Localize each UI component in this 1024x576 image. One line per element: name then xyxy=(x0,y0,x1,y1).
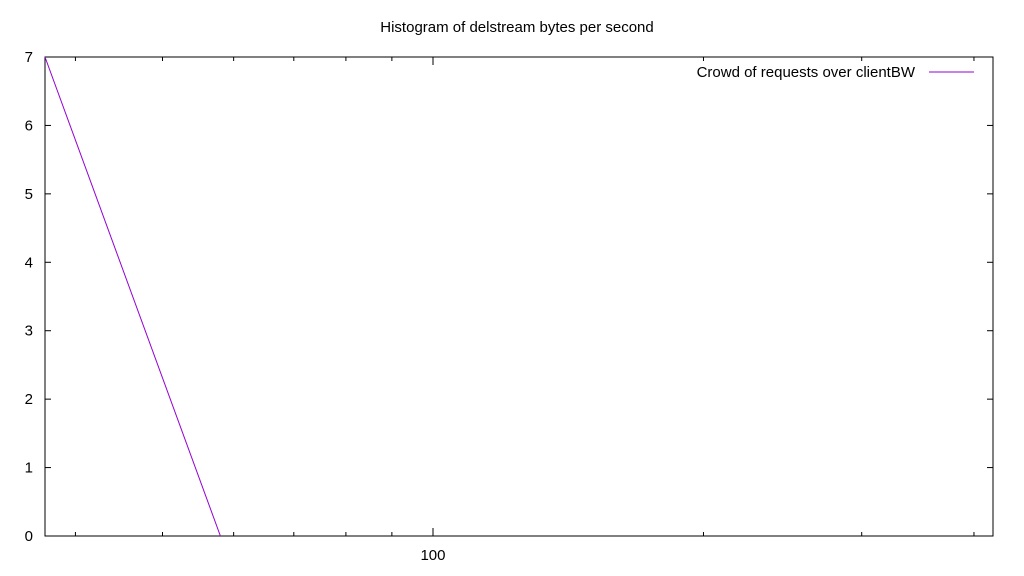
axes: 0 1 2 3 4 5 6 7 100 xyxy=(25,49,994,564)
chart-title: Histogram of delstream bytes per second xyxy=(380,19,653,36)
x-tick-label: 100 xyxy=(420,547,445,564)
y-tick-label: 2 xyxy=(25,391,33,408)
y-tick-label: 3 xyxy=(25,323,33,340)
plot-border xyxy=(44,56,994,537)
y-tick-label: 5 xyxy=(25,186,33,203)
legend-label: Crowd of requests over clientBW xyxy=(697,64,916,81)
y-tick-label: 7 xyxy=(25,49,33,66)
series-layer xyxy=(44,56,221,537)
legend: Crowd of requests over clientBW xyxy=(697,64,974,81)
y-tick-label: 4 xyxy=(25,254,33,271)
y-tick-label: 1 xyxy=(25,460,33,477)
y-tick-label: 0 xyxy=(25,528,33,545)
y-tick-label: 6 xyxy=(25,117,33,134)
series-line xyxy=(44,56,221,537)
